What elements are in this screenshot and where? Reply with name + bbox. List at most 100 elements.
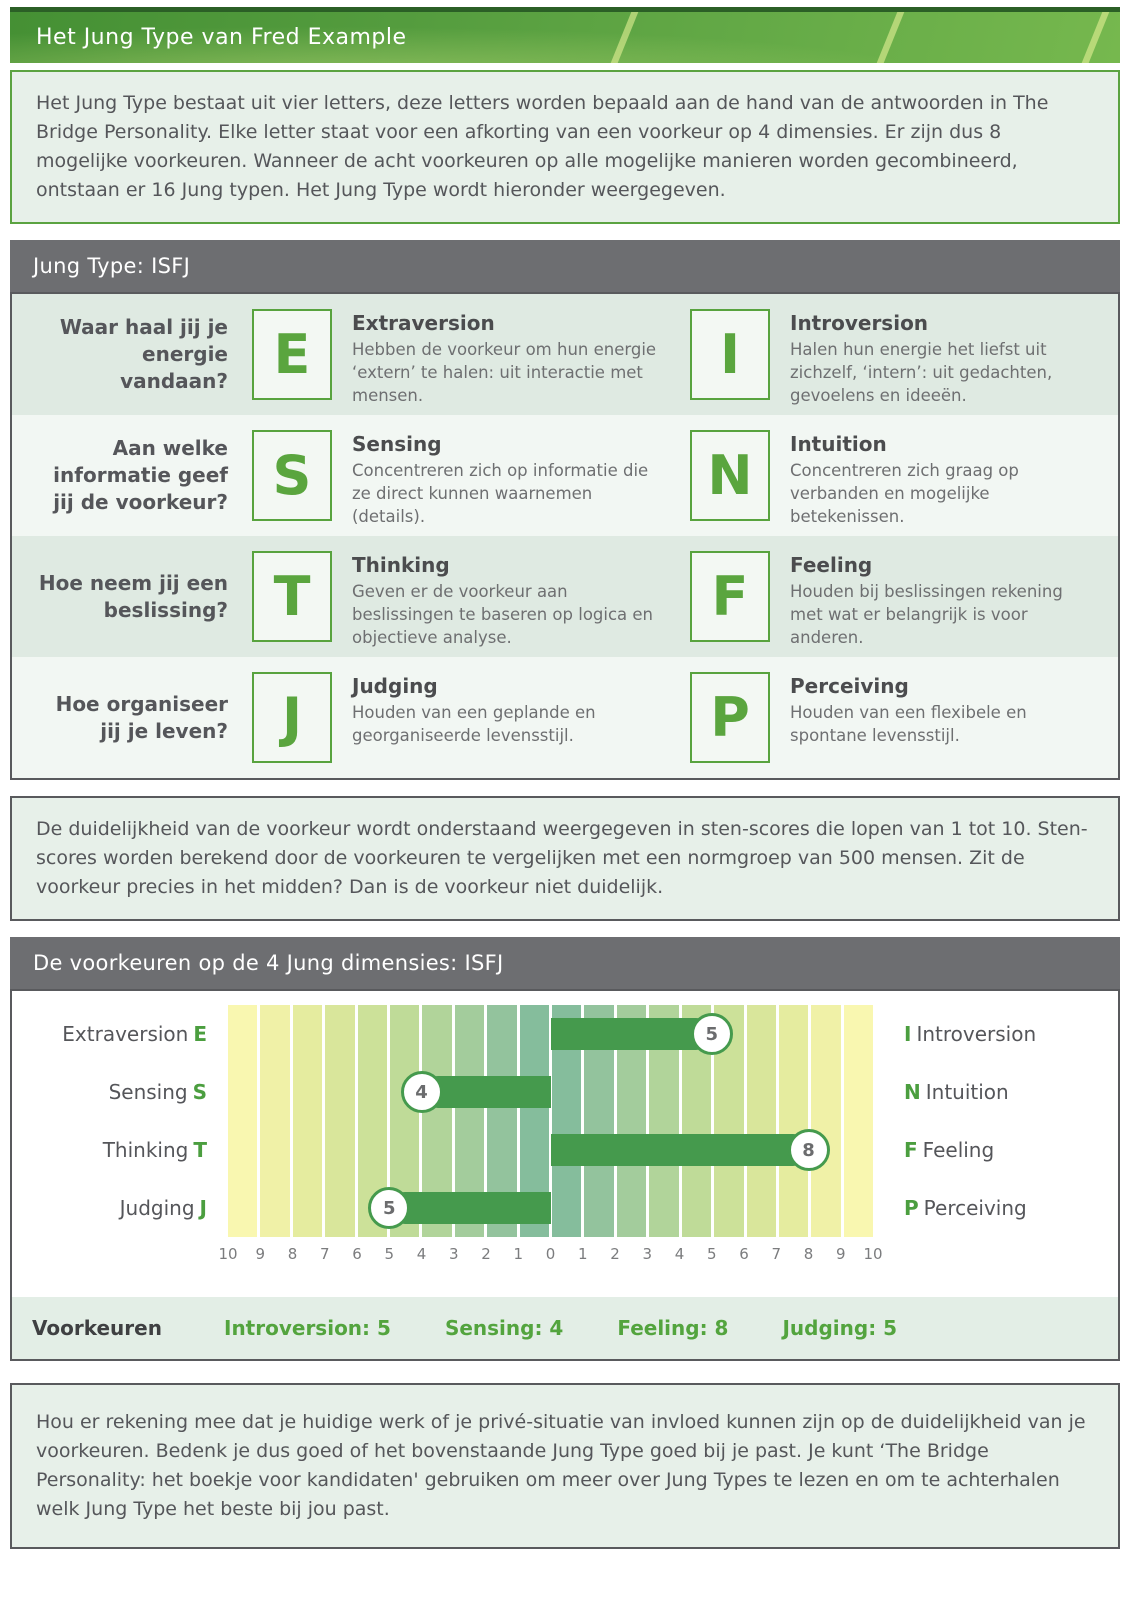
dimension-label-left: Extraversion E <box>12 1005 212 1063</box>
jung-row-energy: Waar haal jij je energie vandaan? E Extr… <box>12 294 1118 415</box>
band-cell <box>260 1005 290 1237</box>
dimension-letter: F <box>904 1138 918 1162</box>
letter-box-I: I <box>690 309 770 400</box>
dimension-question: Hoe neem jij een beslissing? <box>38 570 228 622</box>
chart-left-labels: Extraversion E Sensing S Thinking T Judging J <box>12 1005 212 1237</box>
jung-type-rows-panel: Waar haal jij je energie vandaan? E Extr… <box>10 292 1120 780</box>
letter-box-N: N <box>690 430 770 521</box>
intro-panel: Het Jung Type bestaat uit vier letters, … <box>10 70 1120 224</box>
band-cell <box>778 1005 809 1237</box>
preference-text: Hebben de voorkeur om hun energie ‘exter… <box>352 340 657 405</box>
preference-value: Sensing: 4 <box>444 1316 564 1340</box>
jung-row-lifestyle: Hoe organiseer jij je leven? J Judging H… <box>12 657 1118 778</box>
axis-tick: 7 <box>771 1245 782 1263</box>
preferences-footer-label: Voorkeuren <box>32 1316 162 1340</box>
preference-description: Judging Houden van een geplande en georg… <box>352 657 660 778</box>
outro-text: Hou er rekening mee dat je huidige werk … <box>36 1411 1086 1520</box>
letter-I: I <box>719 322 741 386</box>
axis-tick: 4 <box>416 1245 427 1263</box>
sten-explanation-text: De duidelijkheid van de voorkeur wordt o… <box>36 818 1088 898</box>
band-cell <box>746 1005 776 1237</box>
preference-text: Houden bij beslissingen rekening met wat… <box>790 582 1063 647</box>
preference-text: Concentreren zich graag op verbanden en … <box>790 461 1019 526</box>
score-bar <box>550 1134 809 1166</box>
preference-name: Intuition <box>790 432 887 456</box>
axis-tick: 10 <box>863 1245 883 1263</box>
intro-text: Het Jung Type bestaat uit vier letters, … <box>36 92 1049 201</box>
letter-S: S <box>272 443 312 507</box>
preference-name: Perceiving <box>790 674 909 698</box>
axis-tick: 2 <box>610 1245 620 1263</box>
dimension-label-left: Thinking T <box>12 1121 212 1179</box>
jung-type-section: Jung Type: ISFJ Waar haal jij je energie… <box>10 240 1120 780</box>
preference-text: Concentreren zich op informatie die ze d… <box>352 461 649 526</box>
letter-box-P: P <box>690 672 770 763</box>
preferences-footer: Voorkeuren Introversion: 5 Sensing: 4 Feel… <box>12 1297 1118 1359</box>
band-cell <box>843 1005 874 1237</box>
outro-panel: Hou er rekening mee dat je huidige werk … <box>10 1383 1120 1549</box>
letter-box-F: F <box>690 551 770 642</box>
preference-value: Judging: 5 <box>782 1316 898 1340</box>
letter-J: J <box>281 685 303 749</box>
letter-F: F <box>711 564 749 628</box>
jung-row-information: Aan welke informatie geef jij de voorkeu… <box>12 415 1118 536</box>
score-badge: 4 <box>400 1071 443 1113</box>
axis-tick: 6 <box>739 1245 749 1263</box>
dimension-label-left: Sensing S <box>12 1063 212 1121</box>
band-cell <box>292 1005 323 1237</box>
preference-values: Introversion: 5 Sensing: 4 Feeling: 8 Judgi… <box>224 1316 951 1340</box>
axis-tick: 6 <box>352 1245 362 1263</box>
jung-type-section-title: Jung Type: ISFJ <box>10 240 1120 292</box>
letter-T: T <box>273 564 311 628</box>
preference-name: Introversion <box>790 311 929 335</box>
preference-name: Sensing <box>352 432 442 456</box>
chart-section-title: De voorkeuren op de 4 Jung dimensies: IS… <box>10 937 1120 989</box>
score-badge: 5 <box>368 1187 411 1229</box>
axis-tick: 0 <box>545 1245 556 1263</box>
axis-tick: 1 <box>513 1245 524 1263</box>
dimension-name: Sensing <box>108 1080 188 1104</box>
score-bar <box>550 1018 712 1050</box>
banner-streak-decoration <box>605 12 643 63</box>
dimension-label-right: I Introversion <box>899 1005 1114 1063</box>
dimension-question: Aan welke informatie geef jij de voorkeu… <box>53 436 228 514</box>
sten-explanation-panel: De duidelijkheid van de voorkeur wordt o… <box>10 796 1120 921</box>
report-banner: Het Jung Type van Fred Example <box>10 7 1120 63</box>
axis-tick: 9 <box>835 1245 846 1263</box>
axis-tick: 8 <box>287 1245 298 1263</box>
band-cell <box>325 1005 355 1237</box>
dimension-label-right: F Feeling <box>899 1121 1114 1179</box>
dimension-letter: I <box>904 1022 912 1046</box>
preference-text: Houden van een geplande en georganiseerd… <box>352 703 596 745</box>
chart-right-labels: I Introversion N Intuition F Feeling P Perceivi… <box>899 1005 1114 1237</box>
axis-tick: 4 <box>674 1245 685 1263</box>
axis-tick: 3 <box>642 1245 653 1263</box>
dimension-label-right: N Intuition <box>899 1063 1114 1121</box>
axis-tick: 8 <box>803 1245 814 1263</box>
letter-P: P <box>710 685 750 749</box>
preference-description: Extraversion Hebben de voorkeur om hun e… <box>352 294 660 415</box>
axis-tick: 3 <box>448 1245 459 1263</box>
preference-description: Introversion Halen hun energie het liefs… <box>790 294 1100 415</box>
dimension-letter: S <box>192 1080 207 1104</box>
preference-description: Sensing Concentreren zich op informatie … <box>352 415 660 536</box>
axis-tick: 9 <box>255 1245 266 1263</box>
letter-N: N <box>707 443 753 507</box>
dimension-name: Judging <box>119 1196 195 1220</box>
dimension-letter: P <box>904 1196 919 1220</box>
axis-tick: 10 <box>218 1245 238 1263</box>
dimension-name: Introversion <box>916 1022 1037 1046</box>
banner-streak-decoration <box>1077 12 1115 63</box>
dimension-name: Thinking <box>102 1138 189 1162</box>
preference-description: Intuition Concentreren zich graag op ver… <box>790 415 1100 536</box>
preference-description: Feeling Houden bij beslissingen rekening… <box>790 536 1100 657</box>
preference-text: Geven er de voorkeur aan beslissingen te… <box>352 582 654 647</box>
preference-text: Halen hun energie het liefst uit zichzel… <box>790 340 1053 405</box>
dimension-letter: T <box>193 1138 207 1162</box>
dimension-question: Hoe organiseer jij je leven? <box>55 691 228 743</box>
score-bar <box>389 1192 551 1224</box>
band-cell <box>811 1005 841 1237</box>
axis-tick: 2 <box>481 1245 491 1263</box>
